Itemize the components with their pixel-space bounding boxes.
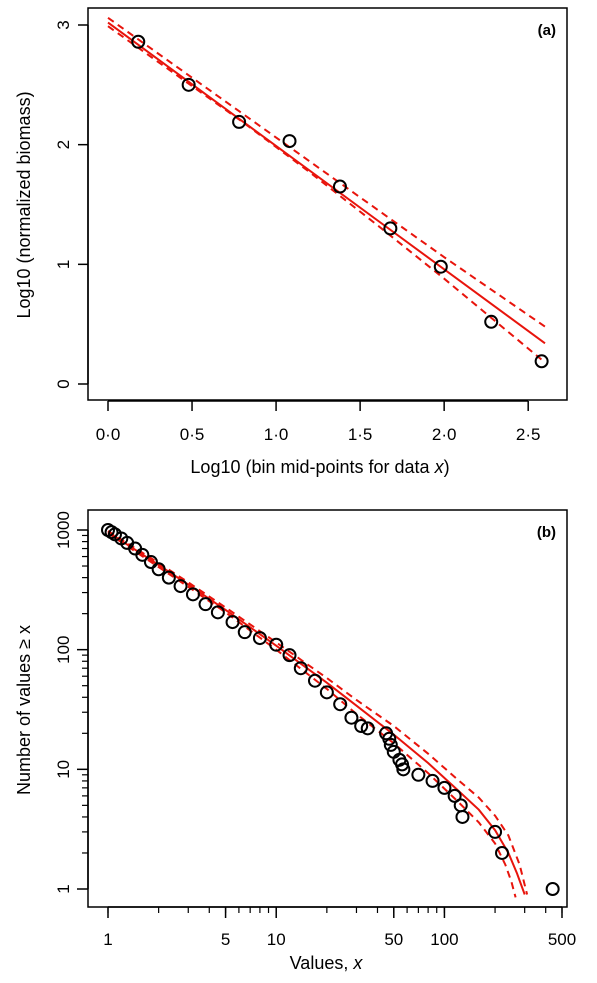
panel-a-point: [534, 354, 549, 369]
panel-b-y-label: Number of values ≥ x: [14, 625, 34, 795]
panel-b-x-tick-label: 500: [548, 930, 576, 949]
panel-a-x-axis: 0·0 0·5 1·0 1·5 2·0 2·5: [96, 400, 541, 444]
panel-b-point: [293, 661, 308, 676]
panel-a: (a) 0·0 0·5 1·0 1·5 2·0 2·5 0 1 2 3 Log10 (bin m…: [14, 7, 568, 477]
panel-b-point: [344, 710, 359, 725]
panel-a-point: [181, 77, 196, 92]
panel-b-ci-upper: [107, 530, 529, 895]
panel-b-point: [396, 762, 411, 777]
panel-a-point: [282, 134, 297, 149]
panel-b-point: [161, 570, 176, 585]
panel-a-y-tick-label: 2: [54, 140, 73, 149]
panel-b-y-tick-label: 100: [54, 635, 73, 663]
panel-b-point: [319, 685, 334, 700]
panel-b-points: [101, 523, 560, 896]
panel-b-point: [252, 631, 267, 646]
panel-b-point: [360, 721, 375, 736]
panel-b-point: [225, 615, 240, 630]
panel-b-y-tick-label: 1000: [54, 511, 73, 549]
panel-a-point: [433, 259, 448, 274]
panel-a-fit-line: [107, 21, 546, 345]
panel-a-points: [131, 34, 549, 369]
panel-a-point: [383, 221, 398, 236]
panel-a-y-label: Log10 (normalized biomass): [14, 91, 34, 318]
panel-b: (b) 1 5 10 50 100 500 1 10 100 1000 Values, x Nu…: [14, 509, 576, 973]
panel-b-point: [411, 767, 426, 782]
panel-b-point: [437, 780, 452, 795]
panel-a-frame: [87, 7, 568, 401]
panel-b-point: [354, 719, 369, 734]
panel-b-point: [447, 788, 462, 803]
panel-b-point: [383, 737, 398, 752]
panel-b-x-tick-label: 50: [384, 930, 403, 949]
panel-b-point: [333, 697, 348, 712]
panel-a-ci-upper: [107, 16, 546, 328]
panel-b-x-tick-label: 10: [267, 930, 286, 949]
panel-b-point: [545, 882, 560, 896]
panel-b-point: [495, 845, 510, 860]
panel-b-point: [198, 597, 213, 612]
panel-b-point: [425, 773, 440, 788]
panel-a-fit-lines: [107, 16, 546, 364]
panel-b-x-label: Values, x: [290, 953, 364, 973]
panel-b-point: [185, 587, 200, 602]
panel-b-point: [135, 547, 150, 562]
panel-b-point: [382, 731, 397, 746]
panel-b-y-tick-label: 10: [54, 760, 73, 779]
panel-a-x-tick-label: 2·0: [432, 425, 457, 444]
panel-b-x-axis: 1 5 10 50 100 500: [103, 906, 576, 949]
panel-b-y-axis: 1 10 100 1000: [54, 511, 89, 894]
panel-b-point: [237, 625, 252, 640]
panel-a-point: [131, 34, 146, 49]
panel-b-point: [455, 809, 470, 824]
panel-a-x-label: Log10 (bin mid-points for data x): [190, 457, 449, 477]
panel-b-fit-line: [107, 531, 526, 895]
panel-b-point: [210, 605, 225, 620]
panel-a-point: [332, 179, 347, 194]
panel-b-point: [143, 555, 158, 570]
panel-b-point: [151, 562, 166, 577]
panel-b-x-tick-label: 100: [430, 930, 458, 949]
panel-b-ci-lower: [107, 532, 517, 898]
panel-b-y-tick-label: 1: [54, 884, 73, 893]
panel-a-x-tick-label: 1·5: [348, 425, 373, 444]
panel-a-y-tick-label: 0: [54, 379, 73, 388]
panel-b-x-tick-label: 1: [103, 930, 112, 949]
panel-a-x-tick-label: 1·0: [264, 425, 289, 444]
panel-a-x-tick-label: 0·5: [180, 425, 205, 444]
panel-a-x-tick-label: 0·0: [96, 425, 121, 444]
panel-a-x-tick-label: 2·5: [516, 425, 541, 444]
panel-b-point: [269, 637, 284, 652]
panel-b-point: [282, 648, 297, 663]
panel-b-point: [307, 673, 322, 688]
panel-b-point: [488, 824, 503, 839]
panel-b-tag: (b): [537, 524, 556, 541]
panel-a-point: [484, 314, 499, 329]
panel-a-tag: (a): [538, 22, 556, 39]
panel-a-y-tick-label: 3: [54, 20, 73, 29]
panel-b-frame: [87, 509, 568, 908]
panel-a-y-tick-label: 1: [54, 260, 73, 269]
panel-b-x-tick-label: 5: [221, 930, 230, 949]
panel-b-fit-lines: [107, 530, 529, 898]
panel-a-y-axis: 0 1 2 3: [54, 20, 89, 389]
panel-a-ci-lower: [107, 25, 546, 364]
panel-a-point: [232, 114, 247, 129]
panel-b-point: [173, 579, 188, 594]
